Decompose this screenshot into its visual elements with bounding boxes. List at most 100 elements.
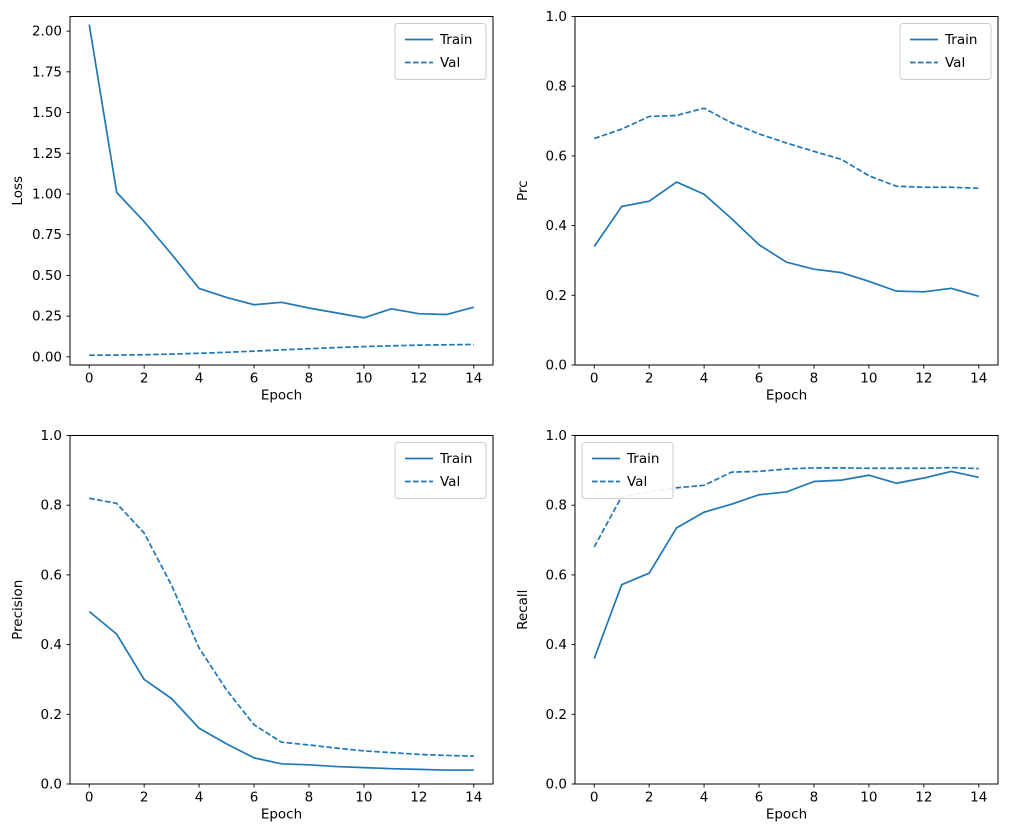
- x-tick-label: 6: [250, 790, 259, 806]
- y-tick-label: 0.2: [546, 288, 567, 304]
- y-tick-label: 0.2: [41, 707, 62, 723]
- x-tick-label: 10: [860, 790, 877, 806]
- y-axis-label: Loss: [10, 176, 26, 206]
- recall-chart-canvas: 0 2 4 6 8 10 12 14 0.0 0.2 0.4 0.6 0.8 1.0 Epoch Recall…: [515, 428, 999, 823]
- y-tick-label: 0.0: [546, 358, 567, 374]
- x-tick-label: 12: [410, 790, 427, 806]
- x-tick-label: 2: [140, 790, 149, 806]
- y-tick-label: 0.4: [41, 637, 62, 653]
- y-tick-label: 1.25: [32, 146, 62, 162]
- y-axis-label: Prc: [515, 180, 531, 201]
- y-tick-label: 0.25: [32, 309, 62, 325]
- x-tick-label: 14: [970, 371, 987, 387]
- y-tick-label: 0.8: [41, 498, 62, 514]
- x-tick-label: 10: [355, 790, 372, 806]
- y-tick-label: 0.2: [546, 707, 567, 723]
- x-tick-label: 14: [970, 790, 987, 806]
- y-tick-label: 0.00: [32, 349, 62, 365]
- y-tick-label: 0.4: [546, 218, 567, 234]
- axes-frame: [69, 435, 494, 785]
- x-tick-label: 8: [305, 790, 314, 806]
- x-tick-label: 2: [140, 371, 149, 387]
- x-tick-label: 2: [645, 790, 654, 806]
- y-tick-label: 0.0: [546, 777, 567, 793]
- x-tick-label: 12: [410, 371, 427, 387]
- y-tick-label: 1.75: [32, 64, 62, 80]
- val-line: [89, 497, 474, 757]
- y-tick-label: 0.50: [32, 268, 62, 284]
- y-tick-label: 1.0: [546, 9, 567, 25]
- x-axis-label: Epoch: [261, 388, 302, 404]
- x-tick-label: 2: [645, 371, 654, 387]
- train-line: [593, 181, 980, 298]
- x-tick-label: 10: [355, 371, 372, 387]
- x-tick-label: 12: [915, 371, 932, 387]
- legend-train-label: Train: [626, 451, 659, 467]
- legend-box: [899, 23, 992, 80]
- x-tick-label: 0: [85, 371, 94, 387]
- x-tick-label: 6: [755, 371, 764, 387]
- x-tick-label: 8: [810, 371, 819, 387]
- y-tick-label: 0.4: [546, 637, 567, 653]
- x-tick-label: 6: [755, 790, 764, 806]
- x-axis-label: Epoch: [766, 388, 807, 404]
- y-axis-label: Precision: [10, 580, 26, 640]
- legend-train-label: Train: [439, 451, 472, 467]
- x-tick-label: 0: [590, 790, 599, 806]
- x-tick-label: 0: [85, 790, 94, 806]
- x-tick-label: 4: [700, 371, 709, 387]
- subplot-prc: 0 2 4 6 8 10 12 14 0.0 0.2 0.4 0.6 0.8 1.0 Epoch Prc Tra…: [505, 0, 1010, 419]
- legend-box: [581, 442, 674, 499]
- axes-frame: [69, 16, 494, 366]
- x-tick-label: 10: [860, 371, 877, 387]
- subplot-recall: 0 2 4 6 8 10 12 14 0.0 0.2 0.4 0.6 0.8 1.0 Epoch Recall…: [505, 419, 1010, 838]
- precision-chart-canvas: 0 2 4 6 8 10 12 14 0.0 0.2 0.4 0.6 0.8 1.0 Epoch Precis…: [10, 428, 494, 823]
- train-line: [88, 24, 474, 319]
- legend-train-label: Train: [439, 32, 472, 48]
- axes-frame: [574, 435, 999, 785]
- subplot-loss: 0 2 4 6 8 10 12 14 0.00 0.25 0.50 0.75 1.00 1.25 1.50 1…: [0, 0, 505, 419]
- x-tick-label: 4: [195, 371, 204, 387]
- x-tick-label: 0: [590, 371, 599, 387]
- y-tick-label: 0.6: [41, 567, 62, 583]
- y-tick-label: 1.0: [546, 428, 567, 444]
- y-tick-label: 0.75: [32, 227, 62, 243]
- y-tick-label: 1.50: [32, 105, 62, 121]
- y-tick-label: 0.8: [546, 79, 567, 95]
- y-tick-label: 0.0: [41, 777, 62, 793]
- y-tick-label: 1.00: [32, 187, 62, 203]
- legend-box: [394, 23, 487, 80]
- legend-train-label: Train: [944, 32, 977, 48]
- y-axis-label: Recall: [515, 590, 531, 630]
- y-tick-label: 0.6: [546, 148, 567, 164]
- y-tick-label: 0.8: [546, 498, 567, 514]
- legend-box: [394, 442, 487, 499]
- y-tick-label: 0.6: [546, 567, 567, 583]
- legend-val-label: Val: [945, 55, 965, 71]
- x-tick-label: 8: [810, 790, 819, 806]
- x-tick-label: 6: [250, 371, 259, 387]
- axes-frame: [574, 16, 999, 366]
- x-tick-label: 12: [915, 790, 932, 806]
- val-line: [593, 107, 979, 190]
- x-axis-label: Epoch: [766, 807, 807, 823]
- y-tick-label: 2.00: [32, 24, 62, 40]
- x-tick-label: 8: [305, 371, 314, 387]
- train-line: [88, 610, 474, 771]
- subplot-precision: 0 2 4 6 8 10 12 14 0.0 0.2 0.4 0.6 0.8 1.0 Epoch Precis…: [0, 419, 505, 838]
- legend-val-label: Val: [440, 55, 460, 71]
- loss-chart-canvas: 0 2 4 6 8 10 12 14 0.00 0.25 0.50 0.75 1.00 1.25 1.50 1…: [10, 16, 494, 404]
- val-line: [593, 466, 979, 548]
- y-tick-label: 1.0: [41, 428, 62, 444]
- x-axis-label: Epoch: [261, 807, 302, 823]
- legend-val-label: Val: [440, 474, 460, 490]
- legend-val-label: Val: [627, 474, 647, 490]
- val-line: [89, 343, 474, 357]
- x-tick-label: 4: [195, 790, 204, 806]
- x-tick-label: 14: [465, 790, 482, 806]
- train-line: [593, 470, 979, 659]
- prc-chart-canvas: 0 2 4 6 8 10 12 14 0.0 0.2 0.4 0.6 0.8 1.0 Epoch Prc Tra…: [515, 9, 999, 404]
- x-tick-label: 14: [465, 371, 482, 387]
- x-tick-label: 4: [700, 790, 709, 806]
